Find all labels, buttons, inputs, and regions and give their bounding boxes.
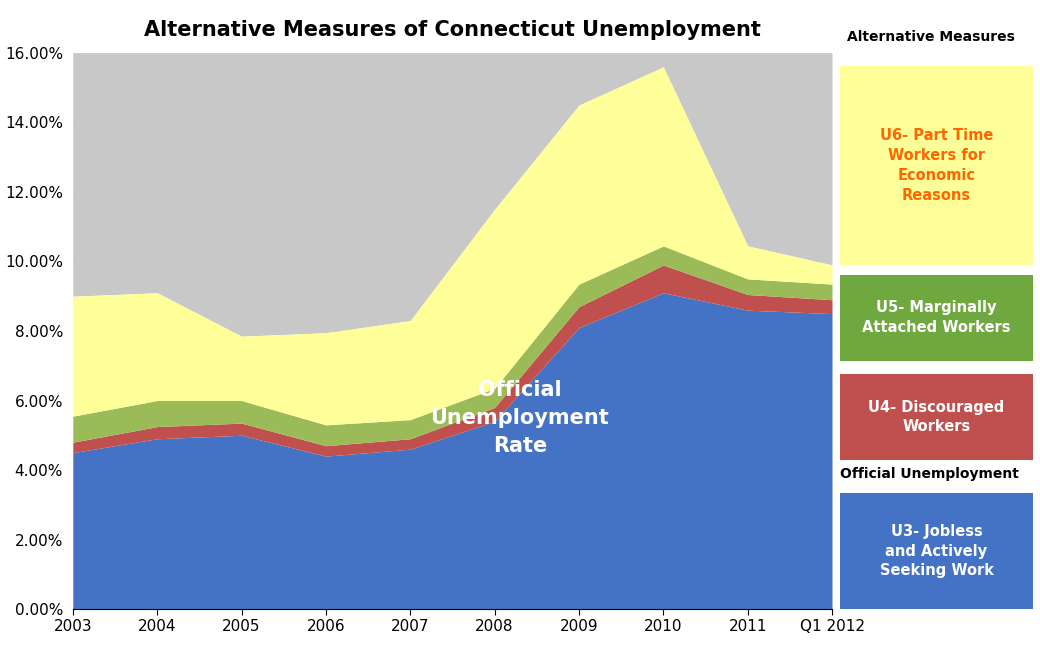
Text: U3- Jobless
and Actively
Seeking Work: U3- Jobless and Actively Seeking Work	[880, 524, 993, 579]
Title: Alternative Measures of Connecticut Unemployment: Alternative Measures of Connecticut Unem…	[144, 21, 761, 40]
FancyBboxPatch shape	[831, 487, 1040, 615]
Text: Official Unemployment: Official Unemployment	[840, 467, 1019, 481]
Text: U5- Marginally
Attached Workers: U5- Marginally Attached Workers	[862, 301, 1011, 335]
Text: U4- Discouraged
Workers: U4- Discouraged Workers	[868, 400, 1005, 434]
FancyBboxPatch shape	[831, 271, 1040, 365]
Text: U6- Part Time
Workers for
Economic
Reasons: U6- Part Time Workers for Economic Reaso…	[880, 128, 993, 203]
FancyBboxPatch shape	[831, 369, 1040, 465]
Text: Alternative Measures: Alternative Measures	[847, 30, 1014, 44]
Text: Official
Unemployment
Rate: Official Unemployment Rate	[431, 380, 609, 456]
FancyBboxPatch shape	[831, 56, 1040, 275]
